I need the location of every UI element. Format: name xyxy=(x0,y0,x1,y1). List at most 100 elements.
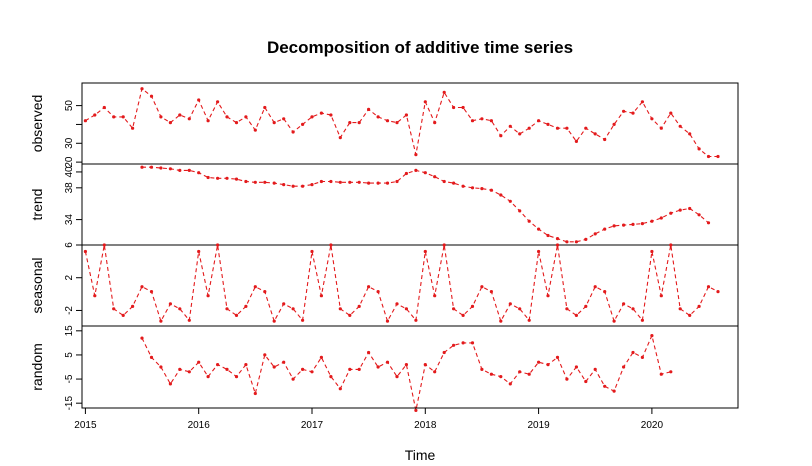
data-point xyxy=(225,367,229,371)
x-tick-label: 2017 xyxy=(301,420,324,431)
data-point xyxy=(574,139,579,143)
panel-observed: 20 30 50 observed xyxy=(29,82,739,168)
data-point xyxy=(206,294,210,298)
series-line-seasonal xyxy=(84,244,719,323)
data-point xyxy=(603,384,607,388)
data-point xyxy=(508,302,512,306)
data-point xyxy=(499,375,503,379)
y-tick-label: 6 xyxy=(64,242,75,248)
data-point xyxy=(716,290,720,294)
data-point xyxy=(461,313,465,317)
data-point xyxy=(367,350,371,355)
data-point xyxy=(404,171,408,176)
panel-trend: 34 38 40 trend xyxy=(29,163,739,246)
data-point xyxy=(234,375,239,379)
data-point xyxy=(499,134,503,138)
data-point xyxy=(508,199,512,203)
data-point xyxy=(93,294,97,298)
data-point xyxy=(631,222,635,226)
panel-random: -15 -5 5 15 random xyxy=(29,325,739,412)
y-tick-label: 15 xyxy=(64,325,75,337)
data-point xyxy=(234,313,239,317)
data-point xyxy=(603,227,607,231)
data-point xyxy=(376,181,380,185)
data-point xyxy=(452,105,456,110)
data-point xyxy=(291,130,295,134)
data-point xyxy=(310,183,314,187)
data-point xyxy=(574,240,579,244)
data-point xyxy=(650,219,654,223)
data-point xyxy=(216,176,220,180)
data-point xyxy=(395,179,399,184)
data-point xyxy=(319,179,323,184)
data-point xyxy=(622,109,626,113)
data-point xyxy=(131,304,135,308)
data-point xyxy=(263,290,267,294)
data-point xyxy=(555,243,560,247)
data-point xyxy=(225,307,229,311)
data-point xyxy=(253,180,257,184)
data-point xyxy=(112,307,116,311)
data-point xyxy=(272,365,276,369)
data-point xyxy=(348,367,352,371)
data-point xyxy=(688,206,692,211)
data-point xyxy=(603,137,607,142)
data-point xyxy=(395,375,399,379)
data-point xyxy=(234,177,239,181)
data-point xyxy=(659,372,663,376)
data-point xyxy=(640,318,645,322)
data-point xyxy=(282,302,286,306)
data-point xyxy=(678,124,682,128)
data-point xyxy=(187,318,191,322)
panel-label-random: random xyxy=(29,343,45,390)
y-tick-label: -5 xyxy=(64,374,75,383)
data-point xyxy=(555,126,560,130)
data-point xyxy=(206,175,210,180)
data-point xyxy=(546,233,550,238)
data-point xyxy=(442,350,446,355)
data-point xyxy=(697,147,701,151)
data-point xyxy=(414,168,418,172)
y-tick-label: 5 xyxy=(64,352,75,358)
data-point xyxy=(631,350,635,355)
data-point xyxy=(650,249,654,254)
data-point xyxy=(470,119,475,123)
data-point xyxy=(593,132,597,136)
y-tick-label: 2 xyxy=(64,275,75,281)
data-point xyxy=(178,168,182,172)
data-point xyxy=(225,176,229,180)
data-point xyxy=(197,171,201,175)
data-point xyxy=(263,180,267,184)
data-point xyxy=(593,285,597,289)
data-point xyxy=(442,90,446,94)
data-point xyxy=(301,367,305,371)
data-point xyxy=(367,285,371,289)
data-point xyxy=(253,285,257,289)
data-point xyxy=(659,294,663,298)
data-point xyxy=(357,121,361,125)
data-point xyxy=(282,360,286,364)
data-point xyxy=(518,209,522,213)
data-point xyxy=(706,285,711,289)
data-point xyxy=(414,318,418,322)
data-point xyxy=(102,105,106,110)
x-tick-label: 2018 xyxy=(414,420,437,431)
data-point xyxy=(480,187,484,191)
data-point xyxy=(584,304,588,308)
data-point xyxy=(168,382,172,386)
data-point xyxy=(216,100,220,104)
data-point xyxy=(688,132,692,136)
data-point xyxy=(612,389,616,393)
data-point xyxy=(395,302,399,306)
data-point xyxy=(121,313,125,317)
data-point xyxy=(121,115,125,119)
data-point xyxy=(291,184,295,188)
data-point xyxy=(489,119,493,123)
data-point xyxy=(187,370,191,374)
data-point xyxy=(263,353,267,357)
panel-label-observed: observed xyxy=(29,95,45,153)
data-point xyxy=(527,318,531,322)
data-point xyxy=(404,363,408,367)
data-point xyxy=(149,355,154,359)
data-point xyxy=(461,105,465,110)
